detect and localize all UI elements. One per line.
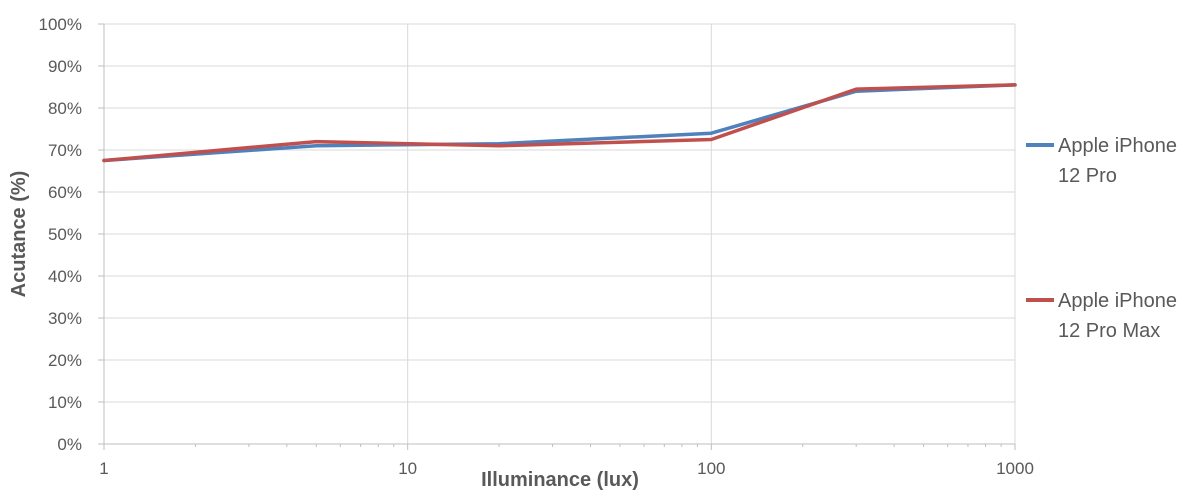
legend-label-1: Apple iPhone 12 Pro [1058,135,1177,187]
x-tick-label: 10 [398,459,417,478]
y-tick-label: 20% [48,351,82,370]
y-tick-label: 0% [57,435,82,454]
y-tick-label: 100% [39,15,82,34]
y-tick-labels: 0% 10% 20% 30% 40% 50% 60% 70% 80% 90% 100% [39,15,82,454]
y-tick-label: 80% [48,99,82,118]
y-tick-label: 40% [48,267,82,286]
grid-lines [104,23,1016,444]
x-tick-label: 1 [99,459,108,478]
y-tick-label: 60% [48,183,82,202]
legend: Apple iPhone 12 Pro Apple iPhone 12 Pro Max [1026,135,1177,342]
series-line-2 [102,83,1017,163]
y-tick-label: 90% [48,57,82,76]
series-lines [102,83,1017,163]
x-tick-labels: 1 10 100 1000 [99,459,1034,478]
x-axis-title: Illuminance (lux) [481,469,639,491]
y-tick-label: 30% [48,309,82,328]
legend-label-2: Apple iPhone 12 Pro Max [1058,290,1177,342]
x-tick-label: 1000 [996,459,1034,478]
x-tick-label: 100 [697,459,725,478]
y-axis-title: Acutance (%) [8,171,30,298]
axes [98,23,1016,450]
y-tick-label: 70% [48,141,82,160]
y-tick-label: 10% [48,393,82,412]
y-tick-label: 50% [48,225,82,244]
